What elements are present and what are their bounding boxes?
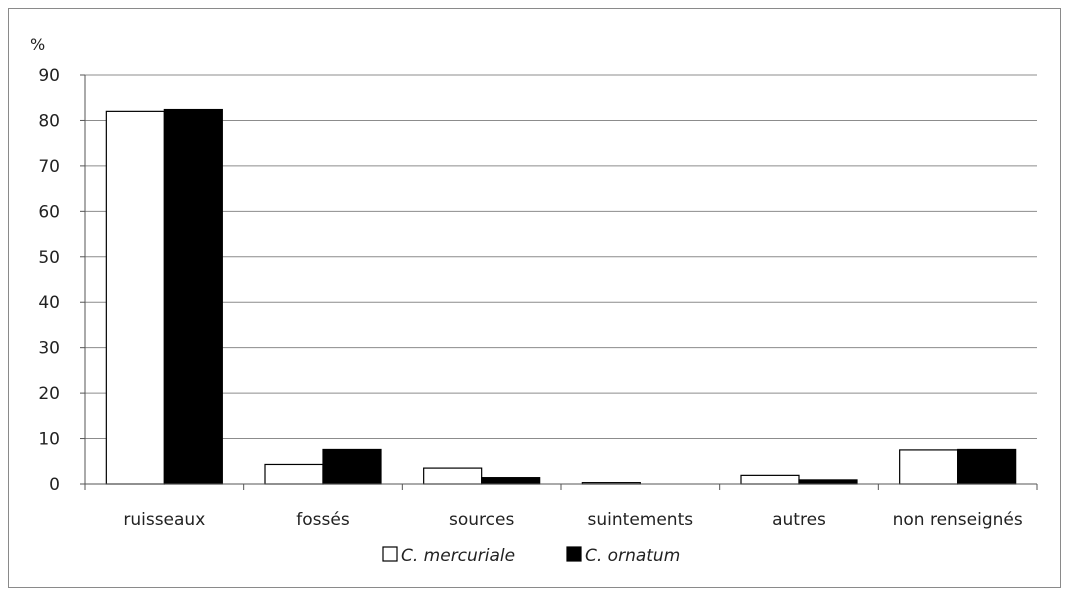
category-label: autres <box>772 510 826 530</box>
axes <box>80 74 1038 490</box>
category-label: non renseignés <box>893 510 1023 530</box>
bar-ornatum <box>481 477 541 485</box>
y-tick-label: 50 <box>38 248 60 268</box>
bar-mercuriale <box>264 463 324 485</box>
y-tick-label: 20 <box>38 384 60 404</box>
y-tick-label: 10 <box>38 430 60 450</box>
legend-swatch-mercuriale <box>382 546 398 562</box>
gridlines <box>85 74 1037 440</box>
y-tick-labels: 0 10 20 30 40 50 60 70 80 90 <box>38 66 60 495</box>
y-tick-label: 0 <box>49 475 60 495</box>
y-tick-label: 70 <box>38 157 60 177</box>
category-label: ruisseaux <box>123 510 205 530</box>
legend-swatch-ornatum <box>566 546 582 562</box>
bar-mercuriale <box>899 449 959 485</box>
y-tick-label: 30 <box>38 339 60 359</box>
y-tick-label: 40 <box>38 293 60 313</box>
bar-mercuriale <box>423 467 483 485</box>
bars <box>105 108 1017 485</box>
y-tick-label: 90 <box>38 66 60 86</box>
bar-ornatum <box>322 448 382 485</box>
category-labels: ruisseaux fossés sources suintements autres n… <box>123 510 1022 530</box>
bar-mercuriale <box>740 474 800 485</box>
legend-label-ornatum: C. ornatum <box>585 546 680 566</box>
y-tick-label: 60 <box>38 202 60 222</box>
bar-ornatum <box>957 448 1017 485</box>
category-label: sources <box>449 510 514 530</box>
y-tick-label: 80 <box>38 111 60 131</box>
category-label: suintements <box>588 510 694 530</box>
bar-mercuriale <box>105 110 165 485</box>
legend-label-mercuriale: C. mercuriale <box>401 546 515 566</box>
bar-ornatum <box>163 108 223 485</box>
y-unit-label: % <box>30 35 45 54</box>
category-label: fossés <box>296 510 350 530</box>
bar-ornatum <box>798 479 858 485</box>
legend: C. mercuriale C. ornatum <box>382 546 680 566</box>
